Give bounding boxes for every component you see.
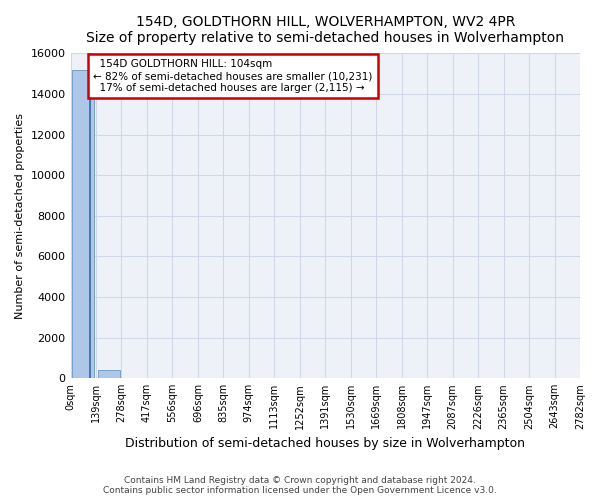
Bar: [98, 370, 119, 378]
Y-axis label: Number of semi-detached properties: Number of semi-detached properties: [15, 112, 25, 318]
Text: Contains HM Land Registry data © Crown copyright and database right 2024.
Contai: Contains HM Land Registry data © Crown c…: [103, 476, 497, 495]
X-axis label: Distribution of semi-detached houses by size in Wolverhampton: Distribution of semi-detached houses by …: [125, 437, 525, 450]
Title: 154D, GOLDTHORN HILL, WOLVERHAMPTON, WV2 4PR
Size of property relative to semi-d: 154D, GOLDTHORN HILL, WOLVERHAMPTON, WV2…: [86, 15, 564, 45]
Text: 154D GOLDTHORN HILL: 104sqm
← 82% of semi-detached houses are smaller (10,231)
 : 154D GOLDTHORN HILL: 104sqm ← 82% of sem…: [94, 60, 373, 92]
Bar: [73, 70, 94, 378]
